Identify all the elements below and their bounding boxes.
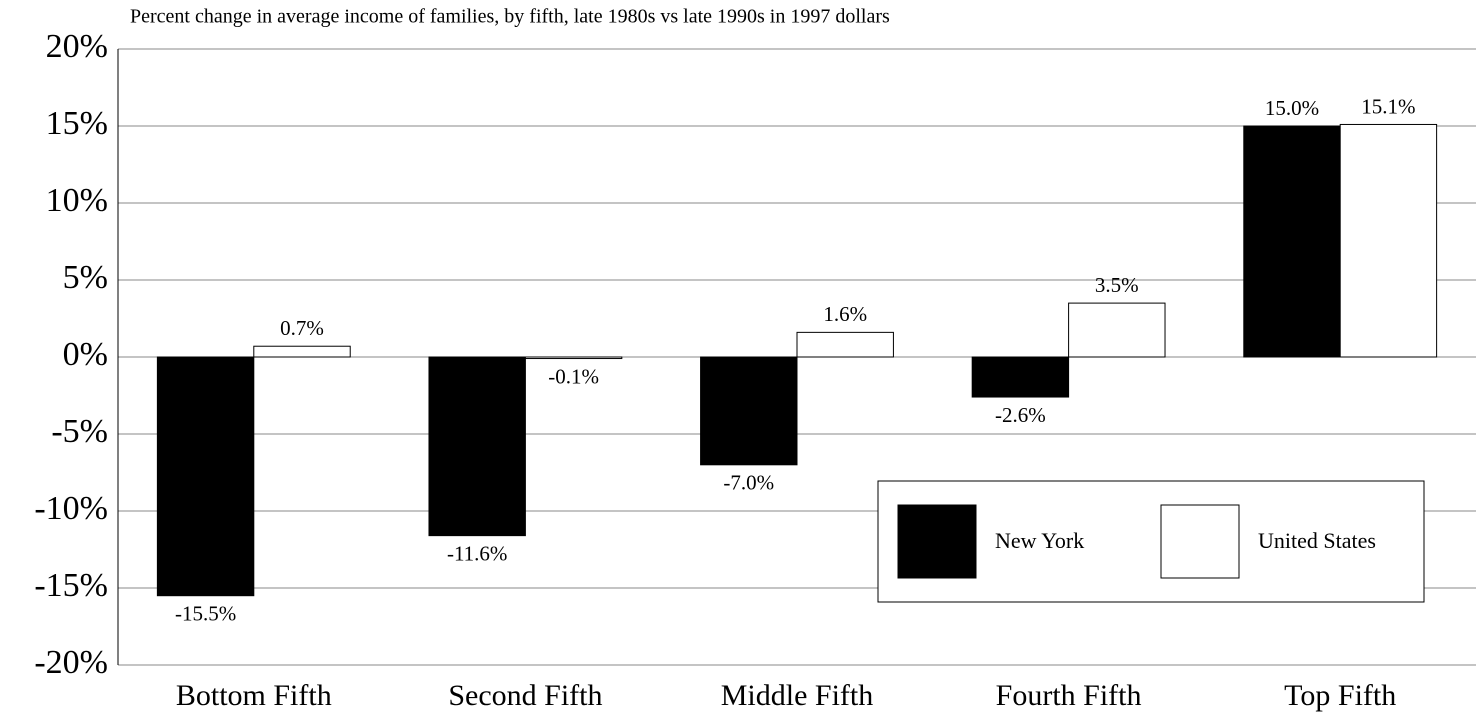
y-tick-label: -5% (51, 413, 108, 450)
bar (156, 356, 255, 597)
legend-box (877, 480, 1425, 603)
legend-swatch (1160, 504, 1240, 579)
value-label: 15.0% (1265, 96, 1319, 120)
value-label: 3.5% (1095, 273, 1139, 297)
y-tick-label: 15% (46, 105, 108, 142)
y-tick-label: 5% (63, 259, 108, 296)
x-tick-label: Top Fifth (1284, 679, 1396, 712)
bar (700, 356, 798, 466)
value-label: 0.7% (280, 316, 324, 340)
y-tick-label: -20% (34, 644, 108, 681)
legend-label: United States (1258, 528, 1376, 553)
bar (1339, 123, 1438, 358)
bar (428, 356, 526, 537)
value-label: 1.6% (823, 302, 867, 326)
legend-swatch (897, 504, 977, 579)
value-label: -0.1% (548, 364, 599, 388)
value-label: -7.0% (723, 471, 774, 495)
value-label: -2.6% (995, 403, 1046, 427)
x-tick-label: Fourth Fifth (996, 679, 1142, 712)
y-tick-label: 10% (46, 182, 108, 219)
y-tick-label: 20% (46, 28, 108, 65)
y-tick-label: -15% (34, 567, 108, 604)
bar (1243, 125, 1341, 358)
y-tick-label: 0% (63, 336, 108, 373)
chart-title: Percent change in average income of fami… (130, 6, 890, 28)
bar (971, 356, 1070, 398)
y-tick-label: -10% (34, 490, 108, 527)
x-tick-label: Second Fifth (448, 679, 602, 712)
x-tick-label: Middle Fifth (721, 679, 874, 712)
x-tick-label: Bottom Fifth (176, 679, 332, 712)
bar (253, 345, 351, 358)
value-label: 15.1% (1361, 94, 1415, 118)
legend-label: New York (995, 528, 1084, 553)
bar (1068, 302, 1166, 358)
bar (524, 356, 623, 360)
value-label: -15.5% (175, 602, 236, 626)
bar (796, 331, 894, 358)
value-label: -11.6% (447, 541, 507, 565)
